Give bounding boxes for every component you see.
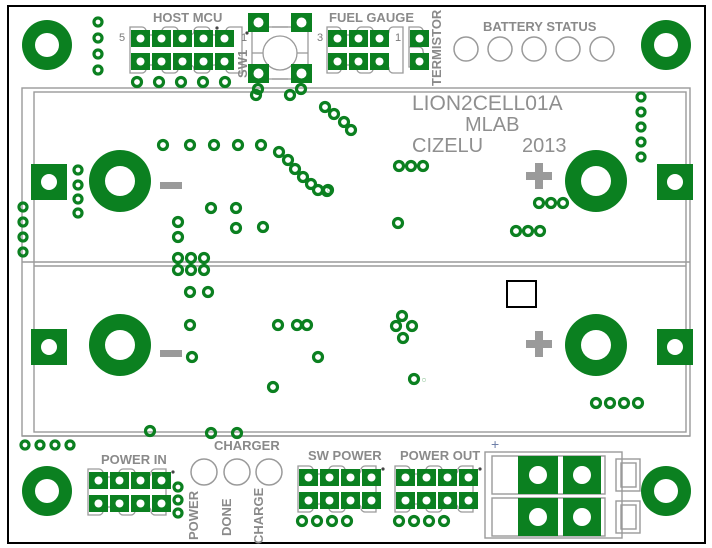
silkscreen-text-group: LION2CELL01A MLAB CIZELU 2013 [412, 92, 567, 157]
power-out-pads [396, 469, 478, 509]
fuel-gauge-pin-start: 3 [317, 32, 323, 44]
power-in-side-vias [172, 481, 184, 519]
connector-sw-power[interactable]: SW POWER [295, 448, 385, 528]
terminal-block-group[interactable]: + [484, 436, 641, 539]
connector-termistor-label: TERMISTOR [429, 9, 444, 86]
component-outline-square [506, 280, 537, 308]
connector-termistor[interactable]: TERMISTOR [408, 9, 444, 86]
silk-organization: MLAB [465, 114, 519, 136]
battery-status-led-3 [521, 36, 547, 62]
square-pad-bottom-left [31, 329, 67, 365]
battery-status-group: BATTERY STATUS [453, 19, 615, 62]
termistor-pads [410, 30, 429, 70]
sw-power-vias [295, 514, 354, 528]
connector-sw-power-label: SW POWER [308, 448, 382, 463]
charger-led-done [223, 458, 251, 486]
inner-courtyard-outlines [21, 87, 691, 437]
connector-fuel-gauge[interactable]: FUEL GAUGE 3 1 [317, 10, 414, 74]
host-mcu-pads [131, 30, 234, 70]
connector-power-in[interactable]: POWER IN [87, 452, 184, 519]
plus-marker-bottom [526, 331, 552, 357]
charger-led-power-label: POWER [186, 490, 201, 540]
silk-author: CIZELU [412, 135, 483, 157]
connector-fuel-gauge-label: FUEL GAUGE [329, 10, 414, 25]
sw1-pads [248, 13, 312, 83]
square-pad-group [31, 164, 693, 365]
host-mcu-vias [130, 75, 232, 89]
sw1-vias [251, 82, 308, 96]
via-scatter-lower [143, 285, 645, 438]
connector-power-in-label: POWER IN [101, 452, 167, 467]
battery-status-led-4 [555, 36, 581, 62]
fuel-gauge-pin-end: 1 [395, 32, 401, 44]
sw1-pin-1: 1 [241, 32, 247, 44]
connector-sw1-label: SW1 [235, 50, 250, 78]
square-pad-bottom-right [657, 329, 693, 365]
battery-status-led-1 [453, 36, 479, 62]
charger-led-power [190, 458, 218, 486]
polarity-marker-group [160, 163, 552, 357]
square-pad-top-left [31, 164, 67, 200]
terminal-block-polarity-label: + [491, 436, 499, 452]
connector-power-out[interactable]: POWER OUT [392, 448, 482, 528]
sw-power-pads [299, 469, 381, 509]
power-ring-pad-group [89, 150, 627, 376]
battery-status-led-5 [589, 36, 615, 62]
connector-power-out-label: POWER OUT [400, 448, 480, 463]
charger-led-done-label: DONE [219, 498, 234, 536]
connector-host-mcu[interactable]: HOST MCU 5 1 [119, 10, 243, 89]
power-in-pads [89, 472, 171, 512]
power-out-vias [392, 514, 451, 528]
charger-indicator-group: CHARGER POWER DONE CHARGE [186, 426, 283, 544]
charger-vias [204, 426, 244, 440]
connector-host-mcu-label: HOST MCU [153, 10, 222, 25]
via-cluster-group [17, 16, 647, 451]
charger-led-charge-label: CHARGE [251, 487, 266, 544]
square-pad-top-right [657, 164, 693, 200]
board-outline [7, 5, 706, 544]
fuel-gauge-pads [328, 30, 389, 70]
terminal-block-position-2 [491, 497, 641, 537]
minus-marker-bottom [160, 350, 182, 357]
charger-label: CHARGER [214, 438, 280, 453]
plus-marker-top [526, 163, 552, 189]
battery-status-led-2 [487, 36, 513, 62]
connector-sw1[interactable]: SW1 1 [235, 13, 312, 96]
silk-part-number: LION2CELL01A [412, 92, 563, 115]
terminal-block-position-1 [491, 455, 641, 495]
via-scatter-upper [156, 88, 570, 277]
battery-status-label: BATTERY STATUS [483, 19, 597, 34]
mounting-hole-group [22, 20, 691, 516]
silk-year: 2013 [522, 135, 567, 157]
minus-marker-top [160, 182, 182, 189]
charger-led-charge [255, 458, 283, 486]
host-mcu-pin-start: 5 [119, 32, 125, 44]
